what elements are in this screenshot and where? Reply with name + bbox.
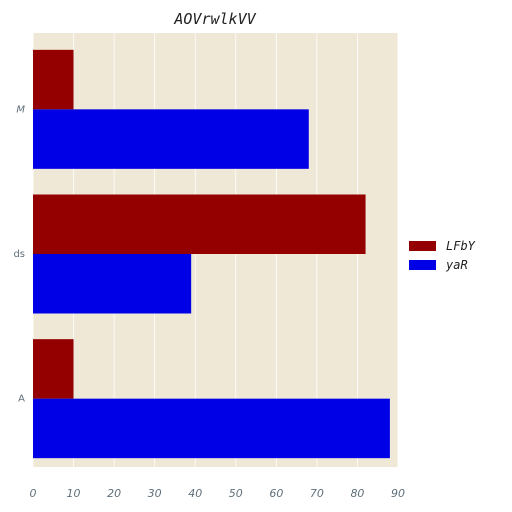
x-tick-label: 90 [391, 487, 405, 500]
y-tick-label: M [16, 104, 25, 115]
legend-swatch [409, 241, 436, 251]
x-tick-label: 40 [188, 487, 202, 500]
chart-title: AOVrwlkVV [173, 10, 256, 28]
x-tick-label: 10 [67, 487, 81, 500]
y-axis-ticks: Mds A [13, 104, 25, 404]
x-tick-label: 70 [310, 487, 324, 500]
bars [33, 49, 390, 459]
bar-LFbY-A [33, 339, 74, 399]
bar-yaR-A [33, 398, 390, 459]
x-tick-label: 60 [269, 487, 283, 500]
legend-swatch [409, 260, 436, 270]
legend-label: LFbY [446, 239, 476, 253]
x-tick-label: 50 [229, 487, 243, 500]
x-tick-label: 30 [148, 487, 162, 500]
bar-LFbY-ds [33, 194, 366, 254]
bar-LFbY-M [33, 49, 74, 110]
x-tick-label: 20 [107, 487, 121, 500]
x-tick-label: 0 [30, 487, 37, 500]
y-tick-label: ds [13, 249, 25, 260]
bar-yaR-M [33, 109, 309, 169]
bar-yaR-ds [33, 254, 192, 314]
legend: LFbY yaR [409, 239, 476, 272]
y-tick-label: A [18, 394, 25, 405]
x-tick-label: 80 [350, 487, 364, 500]
legend-label: yaR [445, 258, 468, 272]
x-axis-ticks: 0 10 20 30 40 50 60 70 80 90 [30, 487, 406, 500]
